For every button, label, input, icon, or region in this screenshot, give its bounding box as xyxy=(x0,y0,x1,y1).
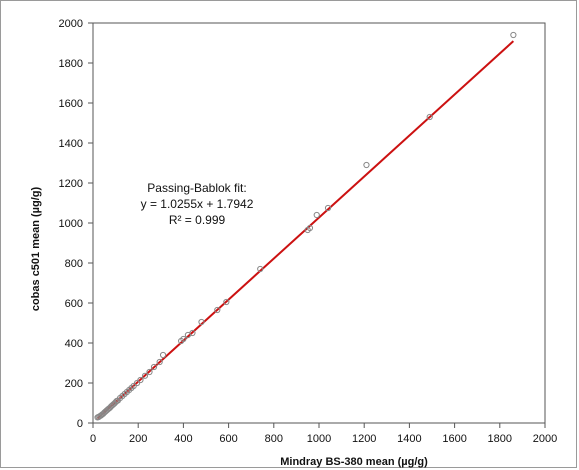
data-point xyxy=(223,298,230,306)
y-tick-label: 1800 xyxy=(59,58,83,70)
data-point xyxy=(146,368,153,376)
data-point xyxy=(324,204,332,212)
data-point xyxy=(189,329,196,337)
data-point xyxy=(257,265,264,273)
data-point xyxy=(156,358,163,366)
x-tick-label: 1800 xyxy=(488,433,512,445)
x-tick-label: 1600 xyxy=(442,433,466,445)
x-tick-label: 0 xyxy=(90,433,96,445)
y-tick-label: 1000 xyxy=(59,218,83,230)
x-axis-ticks: 0 200 400 600 800 1000 1200 1400 1600 1800 2000 xyxy=(90,423,557,445)
data-point xyxy=(159,351,167,359)
data-point xyxy=(141,372,149,379)
data-point xyxy=(214,306,221,314)
x-tick-label: 200 xyxy=(129,433,147,445)
x-axis-title: Mindray BS-380 mean (µg/g) xyxy=(280,456,428,468)
y-tick-label: 400 xyxy=(65,338,83,350)
y-tick-label: 1600 xyxy=(59,98,83,110)
annotation-line-2: y = 1.0255x + 1.7942 xyxy=(141,197,254,211)
data-point xyxy=(426,113,433,121)
data-point xyxy=(510,31,517,39)
y-axis-title: cobas c501 mean (µg/g) xyxy=(30,187,42,312)
x-tick-label: 800 xyxy=(265,433,283,445)
data-point xyxy=(198,318,205,326)
y-tick-label: 0 xyxy=(77,418,83,430)
annotation-line-3: R² = 0.999 xyxy=(169,213,226,227)
x-tick-label: 600 xyxy=(219,433,237,445)
data-point xyxy=(150,363,158,371)
y-axis-ticks: 0 200 400 600 800 1000 1200 1400 1600 1800 2000 xyxy=(59,18,93,430)
x-tick-label: 2000 xyxy=(533,433,557,445)
data-point xyxy=(137,376,144,384)
plot-area xyxy=(92,22,546,424)
data-point xyxy=(133,379,141,387)
data-point xyxy=(306,224,314,232)
data-point xyxy=(313,211,320,219)
x-tick-label: 400 xyxy=(174,433,192,445)
x-tick-label: 1400 xyxy=(397,433,421,445)
data-points xyxy=(94,31,517,421)
y-tick-label: 2000 xyxy=(59,18,83,30)
x-tick-label: 1000 xyxy=(307,433,331,445)
data-point xyxy=(363,161,370,169)
data-point xyxy=(130,382,137,390)
y-tick-label: 200 xyxy=(65,378,83,390)
data-point xyxy=(180,335,187,343)
y-tick-label: 1400 xyxy=(59,138,83,150)
y-tick-label: 600 xyxy=(65,298,83,310)
annotation-line-1: Passing-Bablok fit: xyxy=(147,181,246,195)
y-tick-label: 800 xyxy=(65,258,83,270)
y-tick-label: 1200 xyxy=(59,178,83,190)
x-tick-label: 1200 xyxy=(352,433,376,445)
